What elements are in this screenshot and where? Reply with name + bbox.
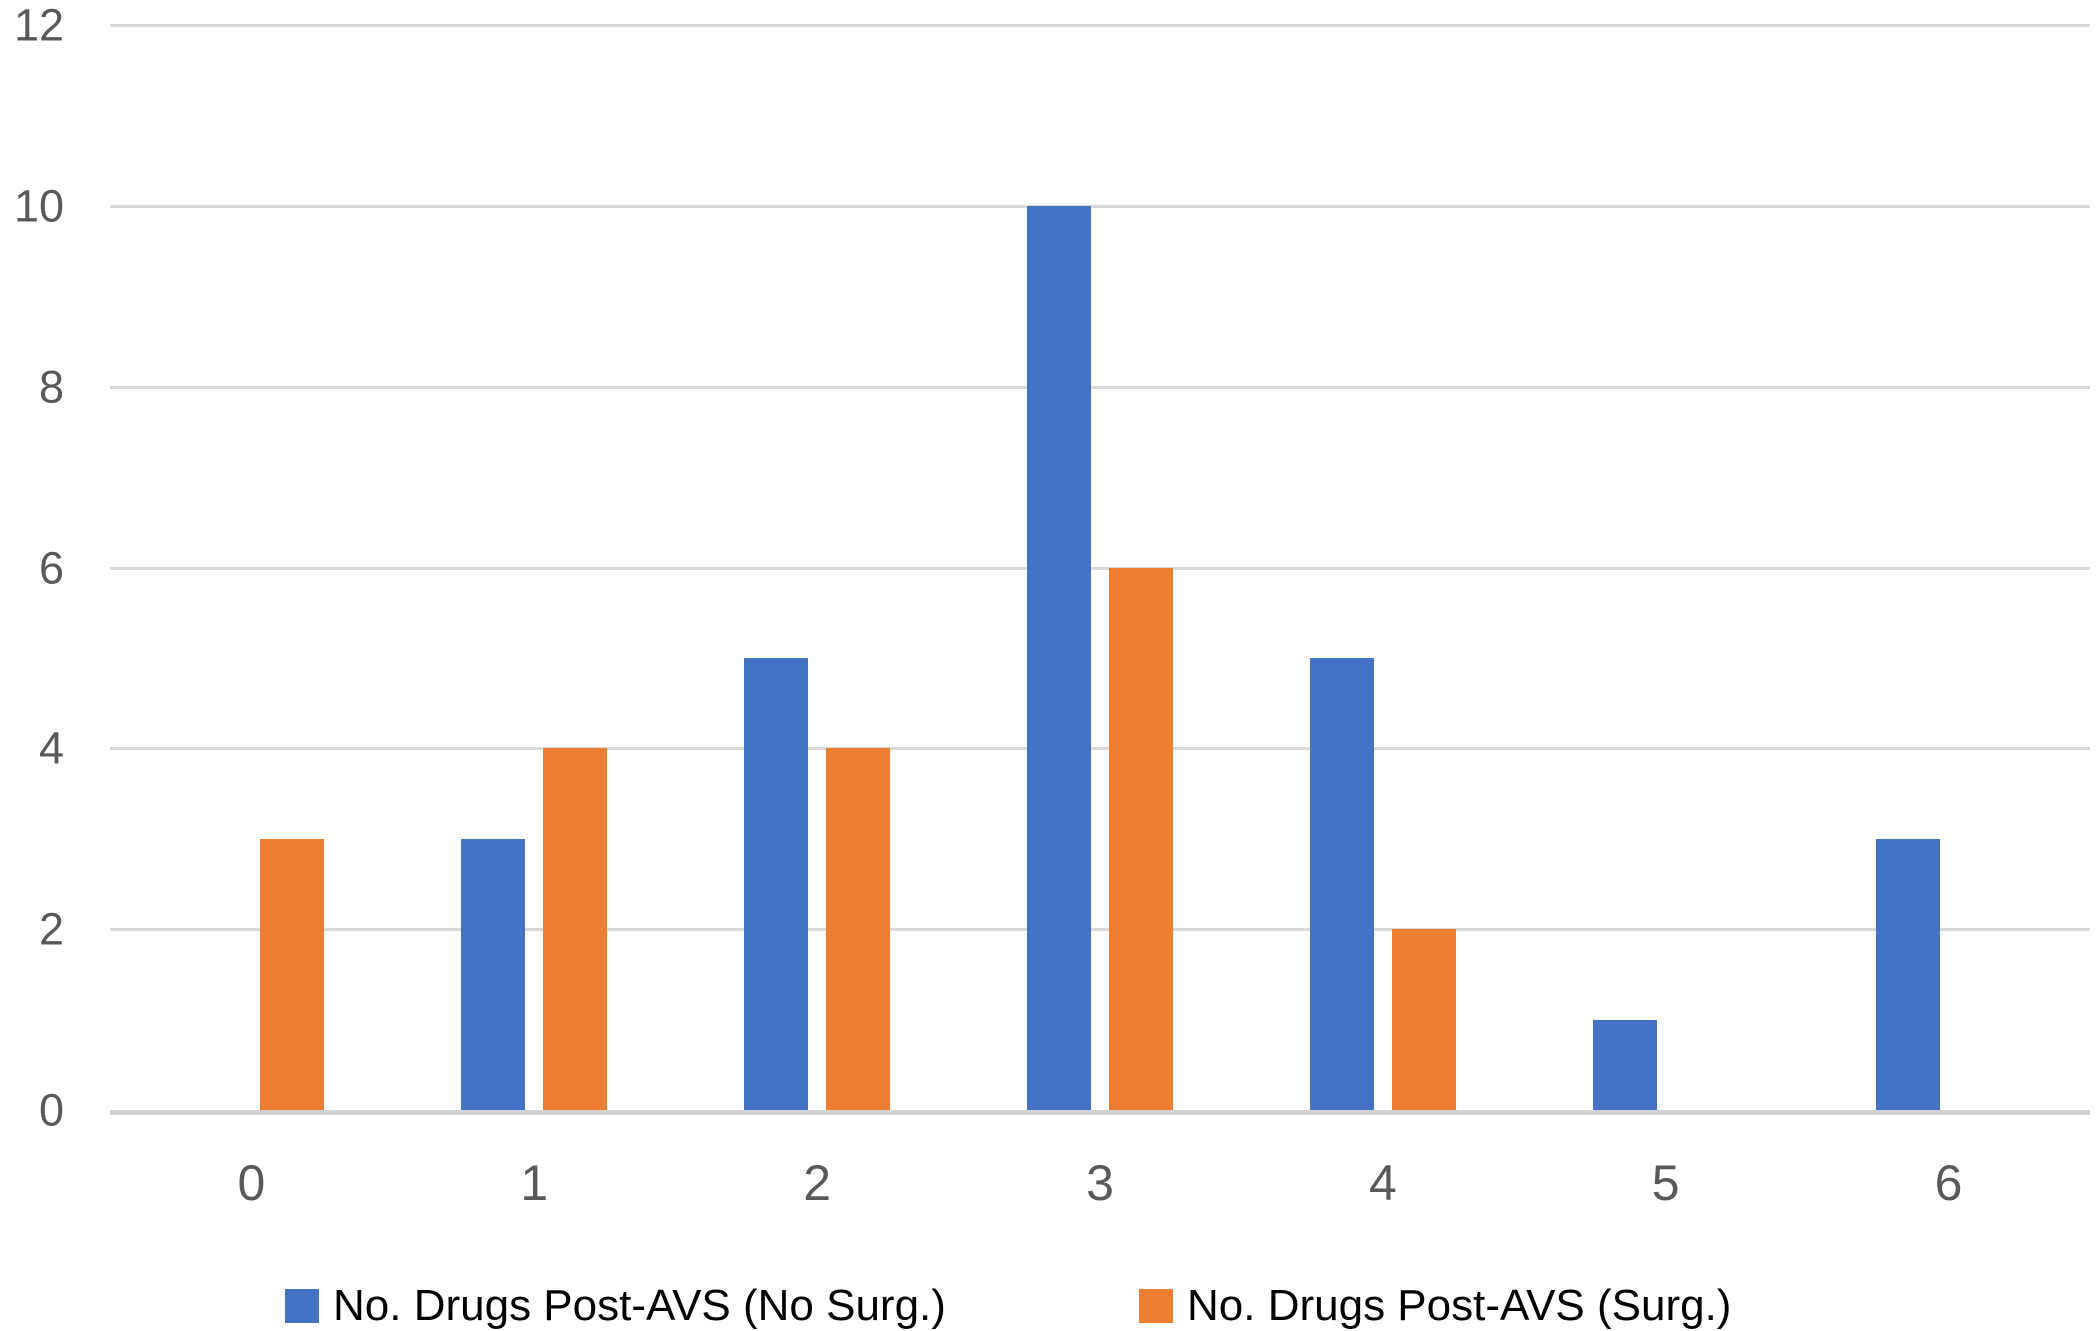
bar-surg-1 [543, 748, 608, 1110]
legend-label-surg: No. Drugs Post-AVS (Surg.) [1187, 1281, 1732, 1330]
bar-surg-3 [1109, 567, 1173, 1110]
y-tick-label: 12 [13, 0, 64, 51]
legend-swatch-surg-icon [1139, 1289, 1173, 1323]
y-tick-label: 2 [38, 903, 64, 955]
x-tick-label: 4 [1368, 1155, 1397, 1211]
y-tick-label: 0 [38, 1084, 64, 1136]
x-axis-line [110, 1110, 2090, 1115]
gridline [110, 204, 2090, 208]
bar-no-surg-3 [1027, 205, 1091, 1110]
bar-surg-4 [1391, 929, 1456, 1110]
bar-no-surg-4 [1309, 657, 1374, 1110]
y-tick-label: 10 [13, 180, 64, 232]
gridline [110, 566, 2090, 570]
x-tick-label: 0 [237, 1155, 266, 1211]
legend-item-surg: No. Drugs Post-AVS (Surg.) [1139, 1283, 1731, 1329]
legend-swatch-no-surg-icon [285, 1289, 319, 1323]
y-tick-label: 6 [38, 542, 64, 593]
y-tick-label: 8 [38, 361, 64, 413]
gridline [110, 747, 2090, 751]
bar-surg-0 [260, 838, 325, 1110]
gridline [110, 928, 2090, 932]
gridline [110, 24, 2090, 27]
x-tick-label: 6 [1934, 1155, 1963, 1211]
bar-no-surg-1 [461, 838, 526, 1110]
x-tick-label: 1 [520, 1155, 549, 1211]
legend-item-no-surg: No. Drugs Post-AVS (No Surg.) [285, 1283, 946, 1329]
bar-no-surg-6 [1875, 838, 1940, 1110]
bar-no-surg-2 [744, 657, 809, 1110]
legend-label-no-surg: No. Drugs Post-AVS (No Surg.) [333, 1281, 946, 1330]
bar-surg-2 [826, 748, 891, 1110]
x-tick-label: 5 [1651, 1155, 1680, 1211]
bar-no-surg-5 [1592, 1019, 1657, 1110]
y-tick-label: 4 [38, 722, 64, 774]
gridline [110, 385, 2090, 389]
x-tick-label: 3 [1086, 1155, 1114, 1211]
x-tick-label: 2 [803, 1155, 832, 1211]
